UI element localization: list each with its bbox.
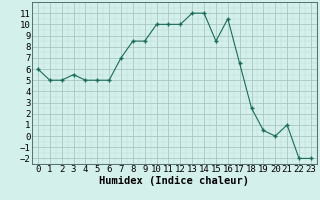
X-axis label: Humidex (Indice chaleur): Humidex (Indice chaleur) [100,176,249,186]
